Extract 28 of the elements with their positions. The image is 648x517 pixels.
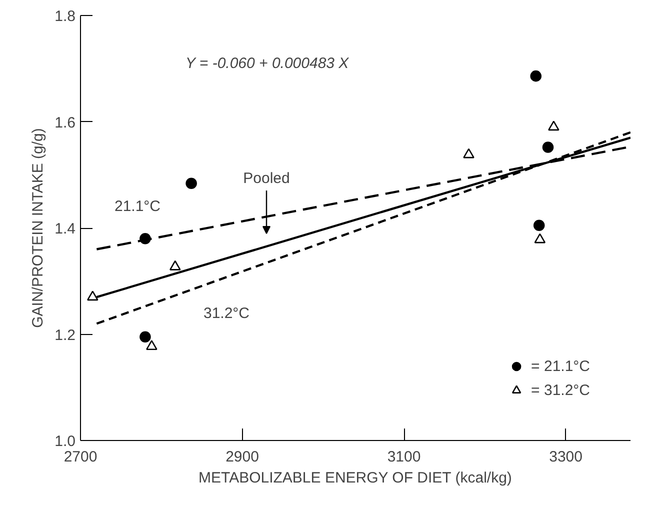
legend-label: = 21.1°C xyxy=(531,358,590,374)
point xyxy=(534,233,546,244)
x-tick-label: 2700 xyxy=(64,448,98,466)
x-tick-label: 3100 xyxy=(387,448,421,466)
x-tick-label: 3300 xyxy=(549,448,582,466)
legend-label: = 31.2°C xyxy=(531,382,590,398)
point xyxy=(542,142,554,153)
point xyxy=(530,70,542,82)
point xyxy=(533,220,545,231)
y-tick-label: 1.2 xyxy=(54,326,76,344)
y-axis-title: GAIN/PROTEIN INTAKE (g/g) xyxy=(30,128,47,328)
point xyxy=(548,120,560,131)
annotation: 21.1°C xyxy=(114,198,161,215)
point xyxy=(140,331,151,343)
y-tick-label: 1.8 xyxy=(54,8,76,25)
x-tick-label: 2900 xyxy=(226,448,259,466)
point xyxy=(186,178,197,190)
y-tick-label: 1.6 xyxy=(54,114,76,132)
y-tick-label: 1.0 xyxy=(54,433,76,450)
annotation: Pooled xyxy=(243,170,290,187)
point xyxy=(146,340,158,350)
y-tick-label: 1.4 xyxy=(54,220,76,238)
point xyxy=(463,148,474,158)
point xyxy=(169,260,181,270)
x-axis-title: METABOLIZABLE ENERGY OF DIET (kcal/kg) xyxy=(198,470,512,486)
annotation: Y = -0.060 + 0.000483 X xyxy=(186,55,350,72)
point xyxy=(86,290,98,301)
annotation: 31.2°C xyxy=(203,305,250,322)
